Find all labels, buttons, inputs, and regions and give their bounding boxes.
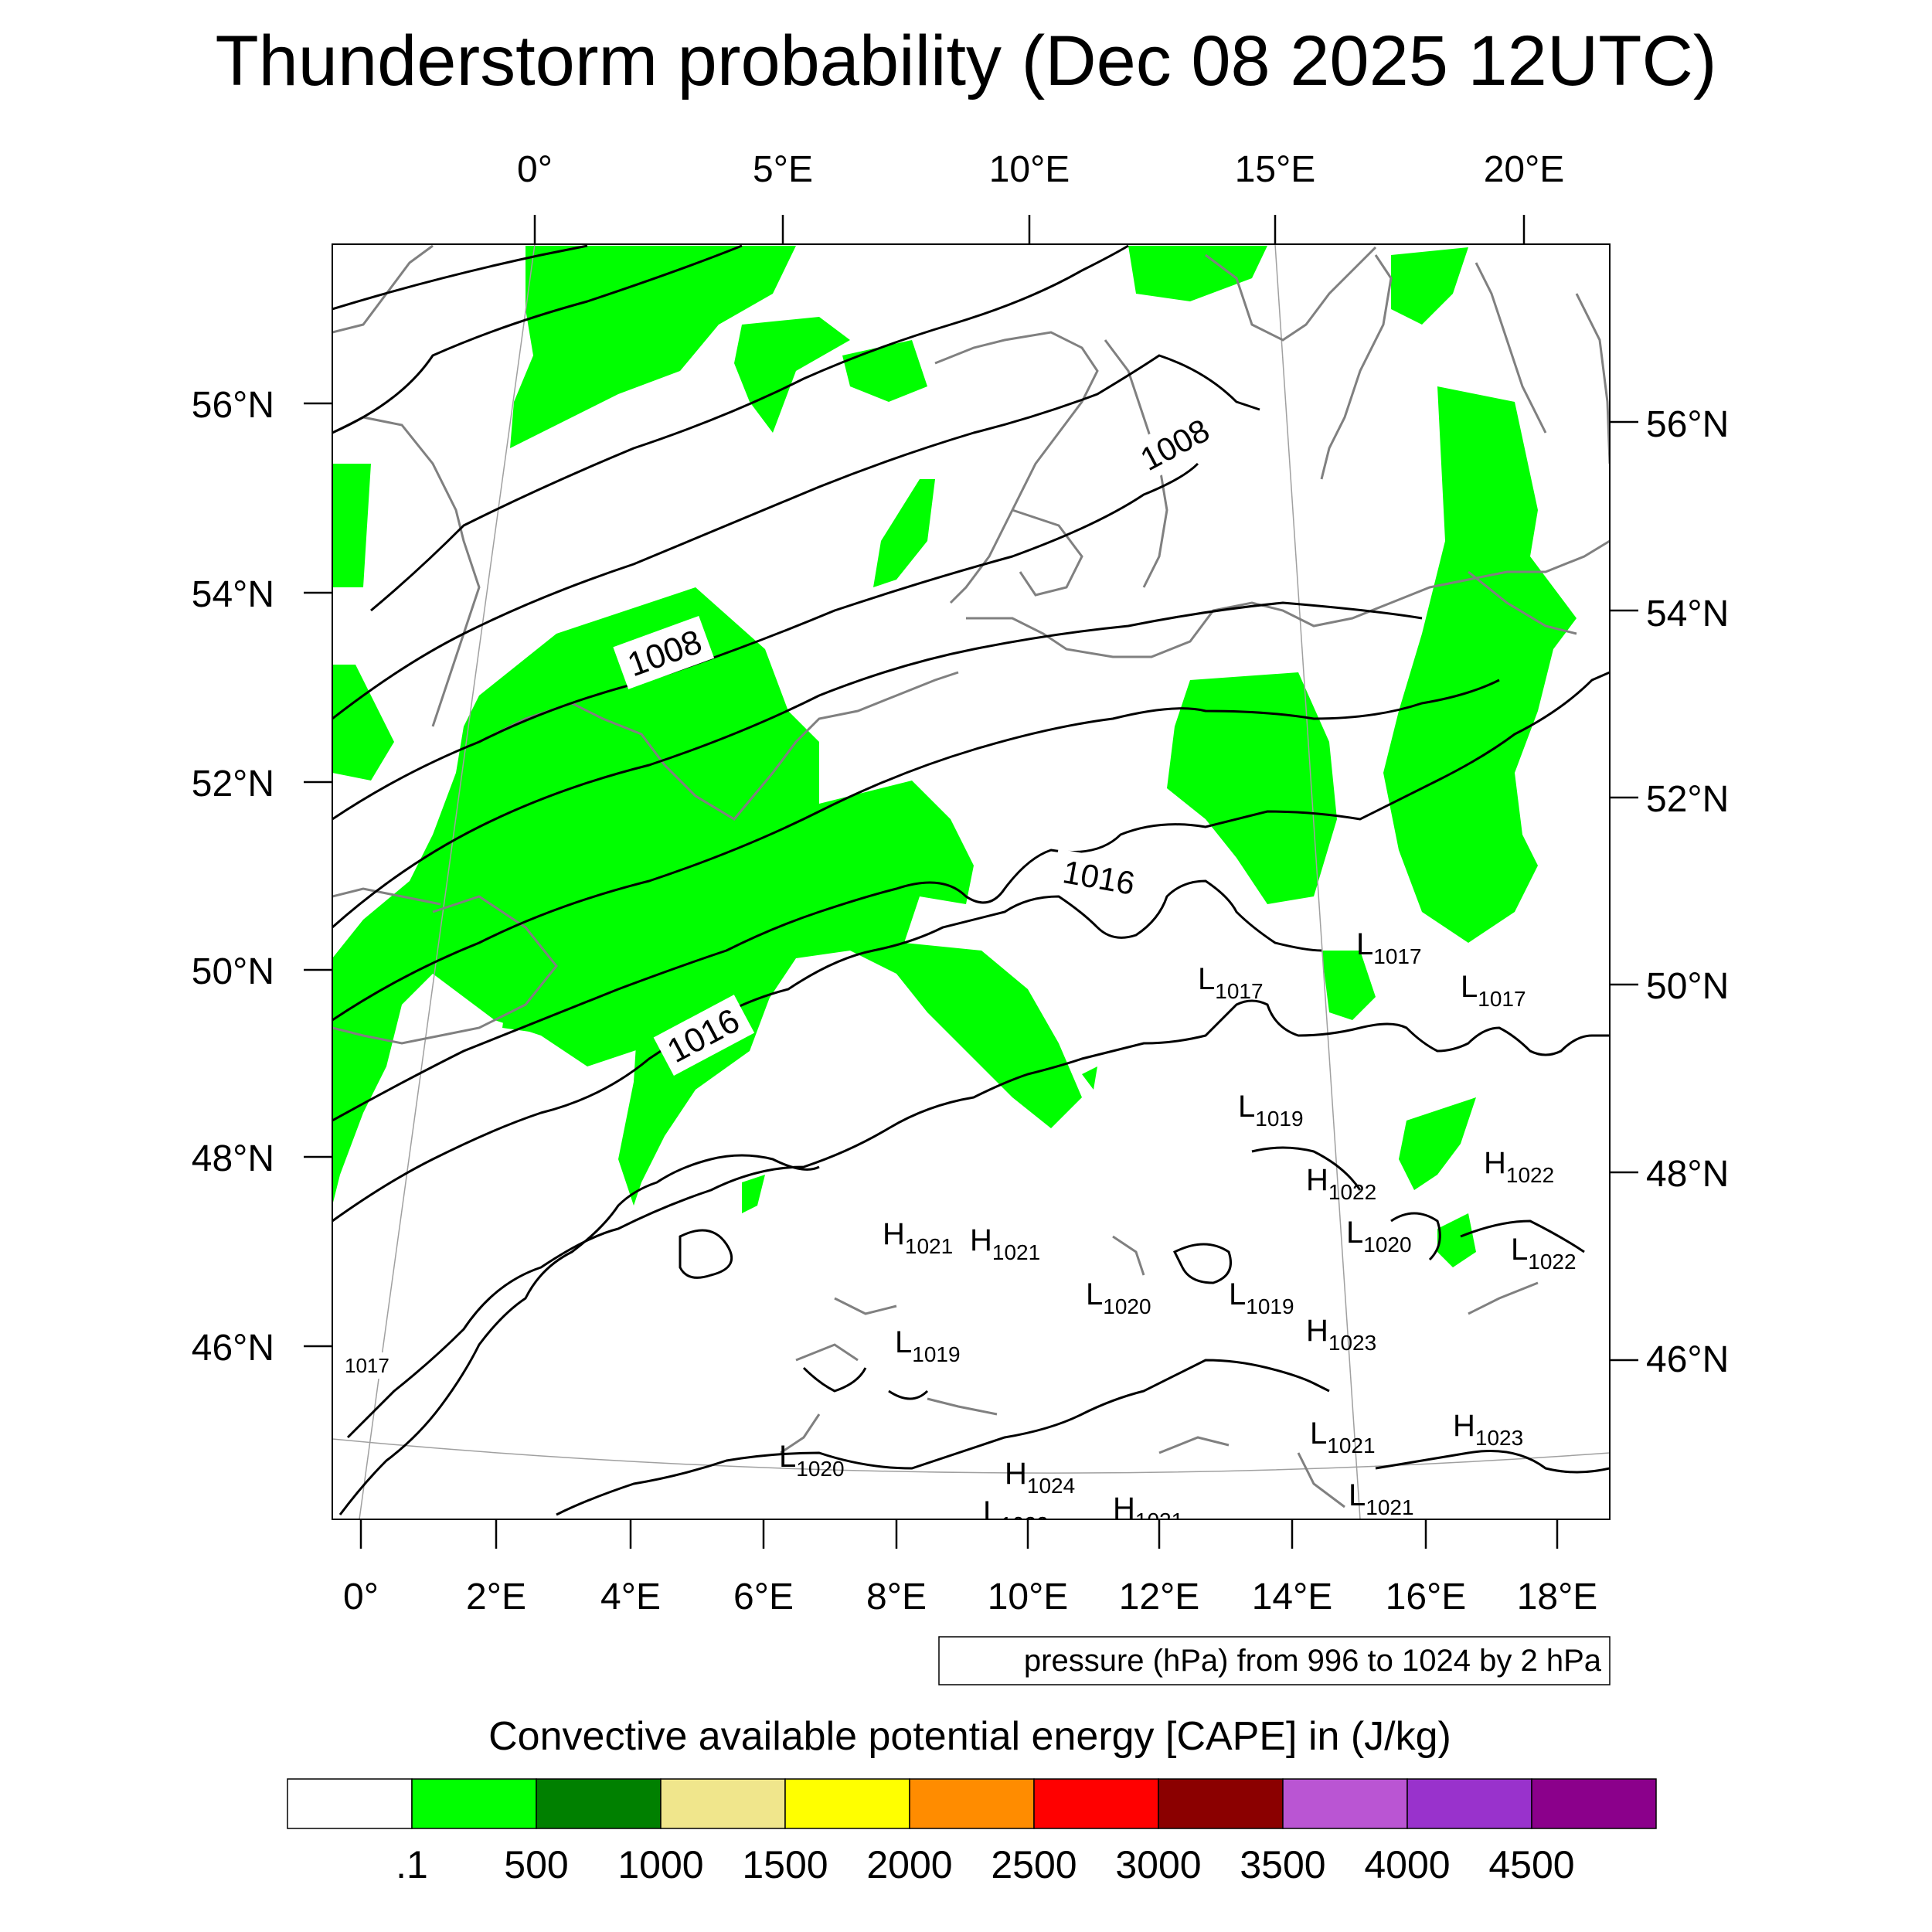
colorbar-box xyxy=(1406,1778,1532,1829)
top-lon-label: 10°E xyxy=(989,149,1070,190)
bottom-longitude-axis: 0° 2°E 4°E 6°E 8°E 10°E 12°E 14°E 16°E 1… xyxy=(343,1519,1597,1617)
colorbar-tick-label: 4000 xyxy=(1364,1843,1450,1886)
top-lon-label: 5°E xyxy=(753,149,813,190)
pressure-center-label: L1020 xyxy=(1086,1277,1151,1318)
colorbar-tick-label: 1000 xyxy=(617,1843,703,1886)
colorbar-tick-label: 2000 xyxy=(866,1843,952,1886)
colorbar-box xyxy=(1033,1778,1159,1829)
graticule xyxy=(332,244,1610,1519)
colorbar-box xyxy=(411,1778,537,1829)
colorbar: Convective available potential energy [C… xyxy=(287,1714,1657,1886)
coastlines xyxy=(332,244,1610,1509)
left-lat-label: 48°N xyxy=(192,1138,274,1179)
colorbar-box xyxy=(1282,1778,1408,1829)
pressure-center-label: L1021 xyxy=(1349,1478,1414,1519)
colorbar-box xyxy=(1158,1778,1284,1829)
colorbar-box xyxy=(1531,1778,1657,1829)
colorbar-box xyxy=(660,1778,786,1829)
colorbar-title: Convective available potential energy [C… xyxy=(488,1714,1451,1759)
pressure-center-label: L1020 xyxy=(779,1440,845,1481)
pressure-center-label: L1021 xyxy=(1310,1417,1376,1458)
bottom-lon-label: 0° xyxy=(343,1577,379,1617)
map-title: Thunderstorm probability (Dec 08 2025 12… xyxy=(215,22,1716,100)
pressure-center-label: H1023 xyxy=(1306,1314,1376,1355)
bottom-lon-label: 4°E xyxy=(600,1577,661,1617)
right-lat-label: 56°N xyxy=(1646,404,1729,445)
colorbar-tick-label: 3000 xyxy=(1115,1843,1201,1886)
colorbar-tick-label: .1 xyxy=(396,1843,428,1886)
bottom-lon-label: 2°E xyxy=(466,1577,526,1617)
pressure-center-label: L1022 xyxy=(983,1495,1049,1536)
bottom-lon-label: 12°E xyxy=(1119,1577,1200,1617)
pressure-center-label: L1022 xyxy=(1511,1233,1577,1274)
right-lat-label: 52°N xyxy=(1646,779,1729,820)
left-lat-label: 56°N xyxy=(192,385,274,426)
pressure-center-label: H1022 xyxy=(1306,1163,1376,1204)
contour-info-text: pressure (hPa) from 996 to 1024 by 2 hPa xyxy=(1024,1644,1602,1678)
right-lat-label: 50°N xyxy=(1646,966,1729,1007)
left-lat-label: 46°N xyxy=(192,1328,274,1369)
cape-shading xyxy=(332,246,1577,1267)
contour-info-box: pressure (hPa) from 996 to 1024 by 2 hPa xyxy=(938,1636,1611,1685)
pressure-center-label: H1023 xyxy=(1453,1409,1523,1450)
colorbar-tick-label: 3500 xyxy=(1240,1843,1325,1886)
right-latitude-axis: 56°N 54°N 52°N 50°N 48°N 46°N xyxy=(1610,404,1729,1380)
right-lat-label: 46°N xyxy=(1646,1339,1729,1380)
left-lat-label: 50°N xyxy=(192,951,274,992)
pressure-center-label: L1019 xyxy=(1238,1090,1304,1131)
map-plot-area: 1008 1008 1016 1016 1017 L1017 L1017 L10… xyxy=(332,244,1610,1536)
contour-label: 1017 xyxy=(345,1354,389,1377)
left-lat-label: 54°N xyxy=(192,574,274,615)
pressure-center-label: L1017 xyxy=(1198,962,1264,1003)
left-lat-label: 52°N xyxy=(192,764,274,804)
colorbar-tick-label: 500 xyxy=(504,1843,568,1886)
top-lon-label: 15°E xyxy=(1235,149,1316,190)
bottom-lon-label: 10°E xyxy=(988,1577,1069,1617)
colorbar-box xyxy=(287,1778,413,1829)
pressure-center-label: H1022 xyxy=(1484,1146,1554,1187)
pressure-center-label: H1024 xyxy=(1005,1457,1075,1498)
colorbar-tick-label: 4500 xyxy=(1488,1843,1574,1886)
pressure-centers: L1017 L1017 L1017 L1019 H1022 H1022 L102… xyxy=(779,927,1577,1536)
colorbar-box xyxy=(784,1778,910,1829)
pressure-center-label: L1017 xyxy=(1461,970,1526,1011)
right-lat-label: 54°N xyxy=(1646,594,1729,634)
pressure-center-label: L1019 xyxy=(895,1325,961,1366)
pressure-center-label: L1017 xyxy=(1356,927,1422,968)
pressure-center-label: H1021 xyxy=(883,1217,953,1258)
pressure-center-label: H1021 xyxy=(970,1223,1040,1264)
top-lon-label: 0° xyxy=(517,149,553,190)
bottom-lon-label: 18°E xyxy=(1517,1577,1598,1617)
pressure-center-label: L1019 xyxy=(1229,1277,1294,1318)
bottom-lon-label: 6°E xyxy=(733,1577,794,1617)
colorbar-box xyxy=(536,1778,662,1829)
colorbar-tick-label: 1500 xyxy=(742,1843,828,1886)
isobars xyxy=(332,244,1610,1516)
top-lon-label: 20°E xyxy=(1484,149,1565,190)
top-longitude-axis: 0° 5°E 10°E 15°E 20°E xyxy=(517,149,1564,244)
colorbar-boxes xyxy=(287,1778,1657,1829)
colorbar-ticks: .1 500 1000 1500 2000 2500 3000 3500 4000 4500 xyxy=(396,1843,1574,1886)
bottom-lon-label: 14°E xyxy=(1252,1577,1333,1617)
colorbar-tick-label: 2500 xyxy=(991,1843,1077,1886)
pressure-center-label: H1021 xyxy=(1113,1492,1183,1532)
bottom-lon-label: 16°E xyxy=(1386,1577,1467,1617)
right-lat-label: 48°N xyxy=(1646,1154,1729,1195)
pressure-center-label: L1020 xyxy=(1346,1216,1412,1257)
map-frame xyxy=(332,243,1611,1520)
left-latitude-axis: 56°N 54°N 52°N 50°N 48°N 46°N xyxy=(192,385,332,1369)
bottom-lon-label: 8°E xyxy=(866,1577,927,1617)
colorbar-box xyxy=(909,1778,1035,1829)
